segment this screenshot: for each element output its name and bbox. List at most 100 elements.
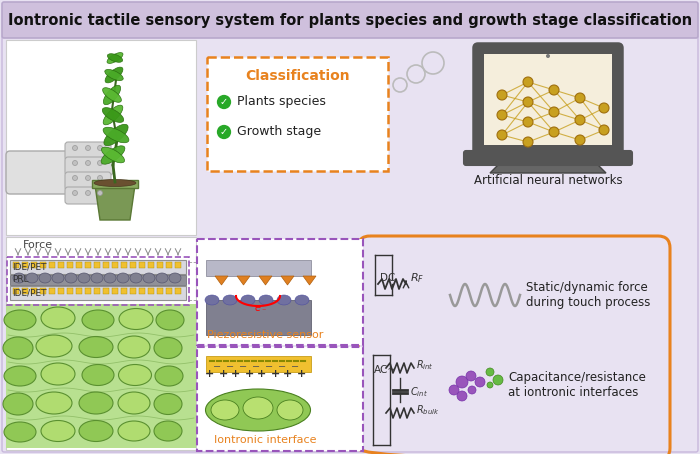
Text: Piezoresistive sensor: Piezoresistive sensor [206,330,323,340]
FancyBboxPatch shape [10,260,186,274]
Ellipse shape [3,393,33,415]
FancyBboxPatch shape [148,288,154,294]
FancyBboxPatch shape [157,262,163,268]
Ellipse shape [105,69,123,80]
FancyBboxPatch shape [65,157,113,175]
Circle shape [97,161,102,166]
FancyBboxPatch shape [65,142,111,160]
Text: −: − [278,362,286,372]
Ellipse shape [4,366,36,386]
FancyBboxPatch shape [92,180,138,188]
FancyBboxPatch shape [148,262,154,268]
Ellipse shape [243,397,273,419]
FancyBboxPatch shape [2,2,698,38]
Text: −: − [226,362,234,372]
Circle shape [575,135,585,145]
Text: −: − [291,362,299,372]
Text: Iontronic interface: Iontronic interface [214,435,316,445]
FancyBboxPatch shape [166,288,172,294]
Ellipse shape [118,336,150,358]
Ellipse shape [13,273,25,283]
Text: +: + [270,369,279,379]
FancyBboxPatch shape [139,262,145,268]
Ellipse shape [104,85,120,105]
Ellipse shape [154,394,182,415]
FancyBboxPatch shape [130,288,136,294]
Text: Iontronic tactile sensory system for plants species and growth stage classificat: Iontronic tactile sensory system for pla… [8,13,692,28]
Ellipse shape [91,273,103,283]
Ellipse shape [26,273,38,283]
Text: e: e [255,303,261,313]
Ellipse shape [41,307,75,329]
Circle shape [466,371,476,381]
Polygon shape [303,276,316,285]
Ellipse shape [36,392,72,414]
Ellipse shape [82,365,114,385]
FancyBboxPatch shape [139,288,145,294]
FancyBboxPatch shape [58,288,64,294]
FancyBboxPatch shape [2,36,698,452]
Text: +: + [232,369,241,379]
FancyBboxPatch shape [13,288,19,294]
Text: $R_{bulk}$: $R_{bulk}$ [416,403,440,417]
Circle shape [457,391,467,401]
FancyBboxPatch shape [76,288,82,294]
FancyBboxPatch shape [22,262,28,268]
Circle shape [456,376,468,388]
Circle shape [523,117,533,127]
FancyBboxPatch shape [474,44,622,157]
Ellipse shape [41,363,75,385]
Circle shape [546,54,550,58]
FancyBboxPatch shape [206,356,311,372]
Ellipse shape [79,420,113,441]
FancyBboxPatch shape [6,151,74,194]
Ellipse shape [41,420,75,441]
FancyBboxPatch shape [40,288,46,294]
Ellipse shape [205,295,219,305]
Polygon shape [215,276,228,285]
FancyBboxPatch shape [121,288,127,294]
Circle shape [599,103,609,113]
Ellipse shape [118,365,151,385]
Ellipse shape [154,421,182,441]
Ellipse shape [78,273,90,283]
FancyBboxPatch shape [175,288,181,294]
Text: Plants species: Plants species [237,95,326,109]
FancyBboxPatch shape [206,300,311,335]
FancyBboxPatch shape [94,262,100,268]
Text: ✓: ✓ [220,97,228,107]
FancyBboxPatch shape [197,347,363,451]
Circle shape [549,107,559,117]
Ellipse shape [154,337,182,359]
FancyBboxPatch shape [484,54,612,145]
Ellipse shape [223,295,237,305]
FancyBboxPatch shape [13,262,19,268]
FancyBboxPatch shape [76,262,82,268]
Circle shape [449,385,459,395]
FancyBboxPatch shape [175,262,181,268]
Ellipse shape [36,335,72,357]
Circle shape [73,161,78,166]
Ellipse shape [94,179,136,187]
FancyBboxPatch shape [6,40,196,235]
Circle shape [549,85,559,95]
Ellipse shape [39,273,51,283]
Ellipse shape [156,273,168,283]
Ellipse shape [52,273,64,283]
Circle shape [85,191,90,196]
Ellipse shape [4,422,36,442]
Ellipse shape [277,295,291,305]
Text: Capacitance/resistance
at iontronic interfaces: Capacitance/resistance at iontronic inte… [508,371,646,399]
Ellipse shape [295,295,309,305]
FancyBboxPatch shape [157,288,163,294]
FancyBboxPatch shape [94,288,100,294]
Circle shape [549,127,559,137]
Text: $R_{int}$: $R_{int}$ [416,358,434,372]
FancyBboxPatch shape [58,262,64,268]
Ellipse shape [102,147,125,163]
Ellipse shape [65,273,77,283]
FancyBboxPatch shape [103,262,109,268]
FancyBboxPatch shape [130,262,136,268]
Text: +: + [205,369,215,379]
FancyBboxPatch shape [31,288,37,294]
